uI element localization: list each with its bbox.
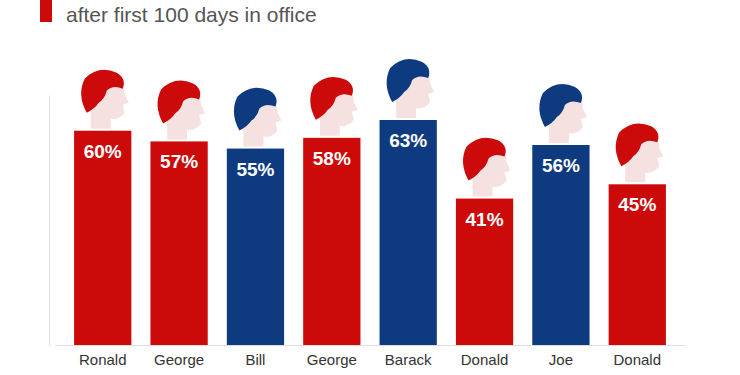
- head-hair: [158, 81, 201, 124]
- x-tick-label: Bill: [245, 351, 265, 368]
- head-hair: [81, 70, 124, 113]
- bar: [227, 149, 284, 345]
- head-hair: [616, 123, 659, 166]
- bar: [609, 184, 666, 345]
- x-tick: Donald: [613, 345, 661, 368]
- chart: after first 100 days in office 60% 57% 55% 5…: [0, 0, 740, 375]
- x-tick: Donald: [461, 345, 509, 368]
- x-tick: Bill: [245, 345, 265, 368]
- x-tick-label: Donald: [461, 351, 509, 368]
- x-axis-line: [56, 345, 686, 346]
- head-hair: [234, 88, 277, 131]
- head-icon: [463, 138, 511, 197]
- data-label: 57%: [160, 151, 198, 172]
- x-tick: Barack: [385, 345, 432, 368]
- bar: [456, 199, 513, 345]
- data-label: 45%: [618, 194, 656, 215]
- x-tick: Joe: [549, 345, 573, 368]
- title: after first 100 days in office: [66, 3, 317, 26]
- x-tick: Ronald: [79, 345, 127, 368]
- data-label: 63%: [389, 130, 427, 151]
- data-label: 56%: [542, 155, 580, 176]
- bar: [380, 120, 437, 345]
- bars: [74, 120, 666, 345]
- bar: [150, 141, 207, 345]
- y-axis: [49, 96, 50, 346]
- x-tick: George: [154, 345, 204, 368]
- x-tick-label: Ronald: [79, 351, 127, 368]
- head-icon: [81, 70, 129, 129]
- data-label: 55%: [236, 159, 274, 180]
- head-hair: [463, 138, 506, 181]
- x-tick-label: George: [154, 351, 204, 368]
- head-icon: [539, 84, 587, 143]
- data-label: 60%: [84, 141, 122, 162]
- y-axis-line: [49, 96, 50, 346]
- bar: [532, 145, 589, 345]
- title-marker: [40, 0, 52, 22]
- x-tick-label: George: [307, 351, 357, 368]
- data-labels: 60% 57% 55% 58% 63% 41% 56% 45%: [84, 130, 657, 230]
- x-tick-label: Barack: [385, 351, 432, 368]
- head-hair: [310, 77, 353, 120]
- head-icon: [234, 88, 282, 147]
- head-icon: [158, 81, 206, 140]
- x-tick-label: Donald: [613, 351, 661, 368]
- head-icons: [81, 59, 663, 196]
- head-icon: [616, 123, 664, 182]
- data-label: 41%: [466, 209, 504, 230]
- x-axis: Ronald George Bill George Barack Donald Joe Don…: [56, 345, 686, 368]
- head-icon: [387, 59, 435, 118]
- bar: [74, 131, 131, 345]
- data-label: 58%: [313, 148, 351, 169]
- head-icon: [310, 77, 358, 136]
- head-hair: [387, 59, 430, 102]
- bar: [303, 138, 360, 345]
- x-tick: George: [307, 345, 357, 368]
- x-tick-label: Joe: [549, 351, 573, 368]
- head-hair: [539, 84, 582, 127]
